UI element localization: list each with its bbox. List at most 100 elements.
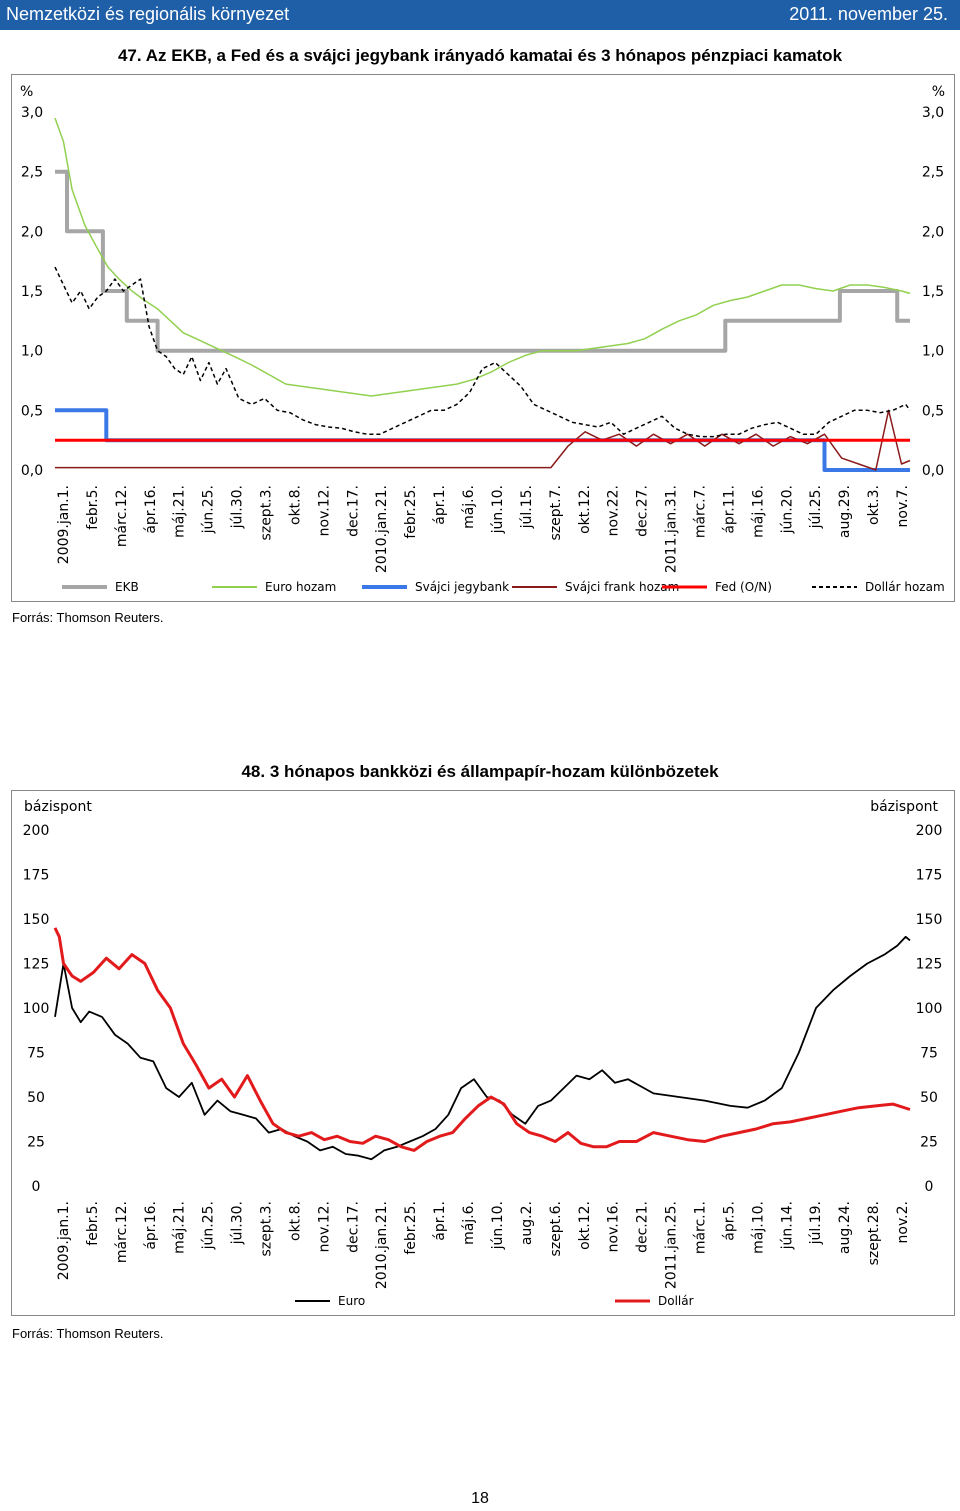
legend-label: Euro hozam (265, 580, 336, 594)
x-tick-label: jún.10. (490, 485, 506, 534)
x-tick-label: okt.8. (287, 1201, 303, 1241)
y-tick-right: 200 (916, 823, 943, 839)
x-tick-label: nov.7. (895, 485, 911, 527)
x-tick-label: máj.6. (461, 1201, 477, 1245)
legend-label: Fed (O/N) (715, 580, 772, 594)
x-tick-label: 2009.jan.1. (56, 1201, 72, 1280)
x-tick-label: szept.6. (548, 1201, 564, 1256)
x-tick-label: szept.7. (548, 485, 564, 540)
y-tick-left: 150 (23, 912, 50, 928)
x-tick-label: okt.12. (577, 1201, 593, 1250)
x-tick-label: 2010.jan.21. (374, 485, 390, 573)
y-tick-right: 3,0 (922, 105, 944, 121)
y-tick-left: 1,0 (21, 344, 43, 360)
x-tick-label: máj.21. (172, 485, 188, 538)
x-tick-label: 2011.jan.25. (664, 1201, 680, 1289)
x-tick-label: ápr.5. (721, 1201, 737, 1241)
y-tick-left: 3,0 (21, 105, 43, 121)
y-unit-right: % (932, 84, 945, 100)
x-tick-label: nov.16. (606, 1201, 622, 1252)
y-tick-right: 1,0 (922, 344, 944, 360)
y-tick-right: 125 (916, 957, 943, 973)
y-tick-left: 1,5 (21, 284, 43, 300)
section-title: Nemzetközi és regionális környezet (6, 4, 290, 24)
y-tick-left: 25 (27, 1135, 45, 1151)
y-tick-left: 2,5 (21, 165, 43, 181)
x-tick-label: ápr.16. (143, 485, 159, 534)
y-tick-right: 0 (925, 1179, 934, 1195)
x-tick-label: aug.2. (519, 1201, 535, 1245)
series-line-5 (54, 266, 911, 438)
y-tick-right: 0,0 (922, 463, 944, 479)
y-tick-left: 100 (23, 1001, 50, 1017)
chart2-title: 48. 3 hónapos bankközi és állampapír-hoz… (241, 762, 719, 781)
x-tick-label: ápr.1. (432, 485, 448, 525)
y-tick-left: 175 (23, 868, 50, 884)
x-tick-label: nov.12. (316, 485, 332, 536)
x-tick-label: szept.3. (259, 1201, 275, 1256)
x-tick-label: febr.5. (85, 1201, 101, 1246)
y-tick-left: 0,5 (21, 403, 43, 419)
chart2-source: Forrás: Thomson Reuters. (12, 1326, 164, 1341)
x-tick-label: júl.15. (519, 485, 535, 529)
x-tick-label: febr.25. (403, 485, 419, 539)
y-tick-right: 75 (920, 1046, 938, 1062)
y-tick-left: 2,0 (21, 224, 43, 240)
x-tick-label: aug.24. (837, 1201, 853, 1254)
x-tick-label: jún.20. (779, 485, 795, 534)
series-line-1 (54, 117, 911, 397)
x-tick-label: márc.7. (692, 485, 708, 538)
series-line-0 (54, 935, 911, 1161)
y-tick-right: 2,5 (922, 165, 944, 181)
y-tick-left: 50 (27, 1090, 45, 1106)
x-tick-label: dec.21. (635, 1201, 651, 1253)
x-tick-label: júl.25. (808, 485, 824, 529)
x-tick-label: jún.14. (779, 1201, 795, 1250)
y-tick-left: 0 (32, 1179, 41, 1195)
page-header: Nemzetközi és regionális környezet 2011.… (0, 0, 960, 30)
series-line-1 (53, 927, 911, 1152)
y-tick-left: 0,0 (21, 463, 43, 479)
x-tick-label: máj.6. (461, 485, 477, 529)
x-tick-label: ápr.11. (721, 485, 737, 534)
chart1-frame (11, 74, 955, 602)
x-tick-label: okt.12. (577, 485, 593, 534)
x-tick-label: dec.17. (345, 1201, 361, 1253)
x-tick-label: 2011.jan.31. (664, 485, 680, 573)
x-tick-label: máj.16. (750, 485, 766, 538)
y-unit-left: % (20, 84, 33, 100)
chart1-svg: 0,0 0,0 0,5 0,5 1,0 1,0 1,5 1,5 2,0 2,0 2,5 2,5 3,0 3… (20, 84, 945, 594)
x-tick-label: szept.3. (259, 485, 275, 540)
y-tick-left: 125 (23, 957, 50, 973)
x-tick-label: febr.5. (85, 485, 101, 530)
x-tick-label: jún.25. (201, 1201, 217, 1250)
x-tick-label: júl.30. (230, 485, 246, 529)
x-tick-label: jún.25. (201, 485, 217, 534)
x-tick-label: dec.17. (345, 485, 361, 537)
x-tick-label: okt.8. (287, 485, 303, 525)
y-unit-right: bázispont (870, 799, 938, 815)
y-tick-right: 1,5 (922, 284, 944, 300)
page-number: 18 (471, 1490, 489, 1507)
x-tick-label: márc.1. (692, 1201, 708, 1254)
x-tick-label: ápr.16. (143, 1201, 159, 1250)
y-tick-right: 150 (916, 912, 943, 928)
x-tick-label: 2009.jan.1. (56, 485, 72, 564)
y-unit-left: bázispont (24, 799, 92, 815)
x-tick-label: júl.19. (808, 1201, 824, 1245)
page-date: 2011. november 25. (789, 4, 948, 24)
x-tick-label: ápr.1. (432, 1201, 448, 1241)
x-tick-label: máj.21. (172, 1201, 188, 1254)
x-tick-label: nov.12. (316, 1201, 332, 1252)
y-tick-right: 50 (920, 1090, 938, 1106)
x-tick-label: márc.12. (114, 485, 130, 547)
y-tick-right: 175 (916, 868, 943, 884)
chart2-frame (11, 790, 955, 1316)
x-tick-label: nov.2. (895, 1201, 911, 1243)
y-tick-left: 200 (23, 823, 50, 839)
x-tick-label: nov.22. (606, 485, 622, 536)
x-tick-label: okt.3. (866, 485, 882, 525)
x-tick-label: 2010.jan.21. (374, 1201, 390, 1289)
chart1-title: 47. Az EKB, a Fed és a svájci jegybank i… (117, 46, 843, 65)
x-tick-label: máj.10. (750, 1201, 766, 1254)
